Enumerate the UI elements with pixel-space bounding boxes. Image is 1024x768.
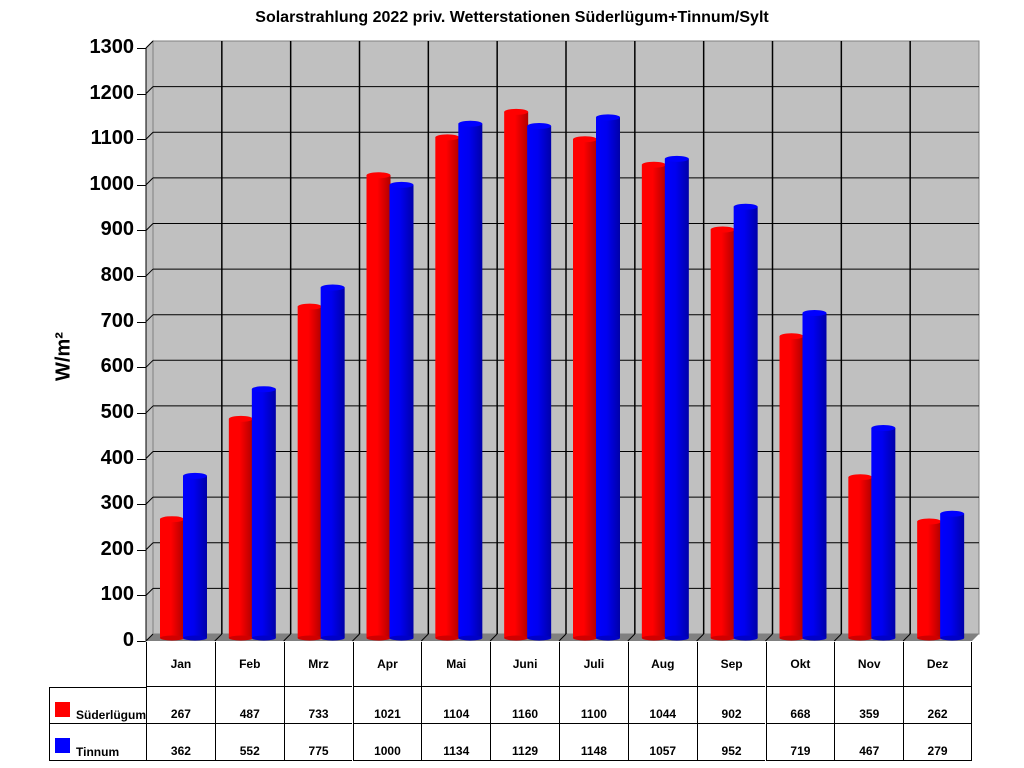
legend-süderlügum: Süderlügum [49, 687, 146, 724]
bar-tinnum-nov [871, 424, 896, 641]
table-cell: 952 [696, 724, 766, 761]
bar-süderlügum-nov [848, 474, 873, 641]
bar-süderlügum-feb [228, 415, 253, 641]
table-cell: 733 [283, 687, 353, 724]
y-tick-mark [137, 412, 146, 414]
y-tick-label: 500 [100, 400, 134, 423]
bar-tinnum-aug [664, 155, 689, 641]
bar-süderlügum-aug [641, 161, 666, 641]
y-tick-mark [137, 48, 146, 49]
y-tick-mark [137, 504, 146, 506]
table-cell: 279 [903, 724, 972, 761]
bar-süderlügum-mai [435, 134, 460, 641]
table-cell: 262 [903, 687, 972, 724]
bar-tinnum-juli [596, 114, 620, 641]
table-cell: 1160 [490, 687, 559, 724]
table-header-apr: Apr [352, 642, 422, 687]
table-header-mrz: Mrz [283, 642, 353, 687]
bar-tinnum-juni [527, 123, 552, 641]
bar-tinnum-mai [458, 120, 483, 641]
table-cell: 1044 [627, 687, 697, 724]
table-header-juli: Juli [559, 642, 628, 687]
y-tick-mark [137, 641, 146, 642]
chart-title: Solarstrahlung 2022 priv. Wetterstatione… [255, 9, 769, 26]
legend-swatch [55, 738, 70, 753]
y-tick-mark [137, 230, 146, 232]
y-tick-mark [137, 276, 146, 278]
bar-tinnum-dez [940, 510, 965, 641]
legend-swatch [55, 702, 70, 717]
bar-süderlügum-okt [779, 333, 804, 641]
bar-tinnum-feb [251, 386, 276, 641]
y-tick-label: 0 [122, 629, 134, 651]
y-tick-label: 900 [100, 218, 134, 241]
bar-süderlügum-jan [160, 516, 184, 641]
table-cell: 467 [834, 724, 904, 761]
table-cell: 552 [214, 724, 284, 761]
y-tick-label: 200 [100, 537, 134, 560]
table-cell: 902 [696, 687, 766, 724]
table-cell: 775 [283, 724, 353, 761]
bar-süderlügum-sep [710, 226, 735, 641]
y-tick-label: 100 [100, 583, 134, 606]
y-tick-label: 800 [100, 264, 134, 287]
bar-süderlügum-dez [917, 518, 942, 641]
bar-süderlügum-juni [504, 108, 529, 641]
y-tick-mark [137, 184, 146, 186]
table-cell: 1057 [627, 724, 697, 761]
bar-tinnum-apr [389, 181, 414, 641]
table-cell: 359 [834, 687, 904, 724]
table-header-okt: Okt [765, 642, 835, 687]
table-header-aug: Aug [627, 642, 697, 687]
y-tick-label: 400 [100, 446, 134, 469]
table-cell: 1100 [559, 687, 628, 724]
y-tick-label: 700 [100, 309, 134, 332]
y-tick-label: 1100 [90, 127, 134, 150]
table-cell: 1104 [421, 687, 491, 724]
table-cell: 1129 [490, 724, 559, 761]
y-tick-label: 1200 [89, 81, 135, 104]
table-cell: 1134 [421, 724, 491, 761]
table-cell: 1000 [352, 724, 422, 761]
table-cell: 1021 [352, 687, 422, 724]
y-tick-label: 1000 [89, 172, 135, 195]
y-tick-mark [137, 321, 146, 323]
table-header-dez: Dez [903, 642, 972, 687]
table-header-jan: Jan [146, 642, 215, 687]
table-cell: 487 [214, 687, 284, 724]
y-tick-mark [137, 93, 146, 95]
bar-tinnum-mrz [320, 284, 345, 641]
table-header-feb: Feb [214, 642, 284, 687]
bar-süderlügum-juli [573, 136, 597, 641]
y-tick-mark [137, 458, 146, 460]
table-cell: 1148 [559, 724, 628, 761]
table-cell: 267 [146, 687, 215, 724]
table-cell: 668 [765, 687, 835, 724]
y-tick-mark [137, 139, 146, 141]
y-tick-mark [137, 595, 146, 597]
y-tick-label: 600 [100, 355, 134, 378]
y-tick-label: 300 [100, 492, 134, 515]
table-cell: 362 [146, 724, 215, 761]
table-header-sep: Sep [696, 642, 766, 687]
table-header-mai: Mai [421, 642, 491, 687]
bar-süderlügum-apr [366, 172, 391, 641]
y-tick-mark [137, 367, 146, 369]
y-tick-mark [137, 549, 146, 551]
y-tick-label: 1300 [89, 36, 135, 58]
legend-label: Süderlügum [76, 708, 147, 722]
table-header-juni: Juni [490, 642, 559, 687]
table-cell: 719 [765, 724, 835, 761]
table-header-nov: Nov [834, 642, 904, 687]
bar-tinnum-sep [733, 203, 758, 641]
legend-label: Tinnum [76, 745, 120, 759]
bar-süderlügum-mrz [297, 303, 322, 641]
bar-tinnum-jan [183, 472, 207, 641]
legend-tinnum: Tinnum [49, 724, 146, 761]
bar-tinnum-okt [802, 310, 827, 641]
